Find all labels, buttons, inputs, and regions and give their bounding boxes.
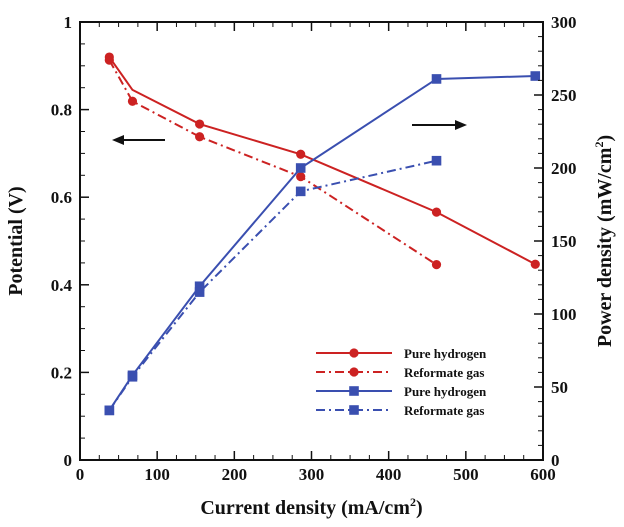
x-tick-label: 100 — [144, 465, 170, 484]
data-point — [296, 149, 306, 159]
data-point — [104, 405, 115, 416]
y-left-tick-label: 0.8 — [51, 101, 72, 120]
y-left-tick-label: 1 — [64, 13, 73, 32]
y-left-tick-label: 0.4 — [51, 276, 73, 295]
data-point — [431, 207, 442, 217]
y-right-tick-label: 250 — [551, 86, 577, 105]
y-left-tick-label: 0.2 — [51, 363, 72, 382]
data-point — [431, 260, 442, 270]
y-right-tick-label: 200 — [551, 159, 577, 178]
legend-label: Reformate gas — [404, 403, 485, 418]
data-point — [530, 71, 541, 81]
x-tick-label: 400 — [376, 465, 402, 484]
y-left-tick-label: 0.6 — [51, 188, 72, 207]
legend-label: Pure hydrogen — [404, 346, 487, 361]
legend-label: Pure hydrogen — [404, 384, 487, 399]
series-line-0 — [108, 56, 536, 266]
data-point — [195, 119, 205, 129]
legend-marker — [349, 367, 359, 377]
x-tick-label: 300 — [299, 465, 325, 484]
data-point — [530, 259, 540, 269]
series-line-3 — [108, 159, 437, 411]
x-tick-label: 200 — [222, 465, 248, 484]
data-point — [431, 155, 442, 166]
legend-marker — [349, 386, 359, 396]
data-point — [295, 163, 306, 173]
data-point — [431, 74, 442, 84]
x-axis-title: Current density (mA/cm2) — [200, 495, 422, 519]
x-tick-label: 0 — [76, 465, 85, 484]
x-tick-label: 500 — [453, 465, 479, 484]
legend-marker — [349, 405, 359, 415]
legend: Pure hydrogen Reformate gas Pure hydrogen R… — [316, 346, 487, 418]
series-line-1 — [108, 59, 438, 266]
x-tick-label: 600 — [530, 465, 556, 484]
y-right-tick-label: 100 — [551, 305, 577, 324]
data-point — [127, 96, 138, 106]
legend-marker — [349, 348, 359, 358]
left-y-axis-title: Potential (V) — [5, 186, 27, 295]
data-point — [127, 371, 138, 382]
data-point — [104, 55, 114, 65]
y-right-tick-label: 300 — [551, 13, 577, 32]
data-point — [195, 132, 205, 142]
data-point — [194, 287, 205, 297]
right-y-axis-title: Power density (mW/cm2) — [592, 135, 616, 347]
left-arrow-head-icon — [112, 135, 124, 145]
y-right-tick-label: 150 — [551, 232, 577, 251]
y-right-tick-label: 50 — [551, 378, 568, 397]
y-right-tick-label: 0 — [551, 451, 560, 470]
data-point — [295, 186, 306, 197]
data-point — [194, 281, 205, 292]
y-left-tick-label: 0 — [64, 451, 73, 470]
right-arrow-head-icon — [455, 120, 467, 130]
data-point — [296, 172, 306, 182]
legend-label: Reformate gas — [404, 365, 485, 380]
